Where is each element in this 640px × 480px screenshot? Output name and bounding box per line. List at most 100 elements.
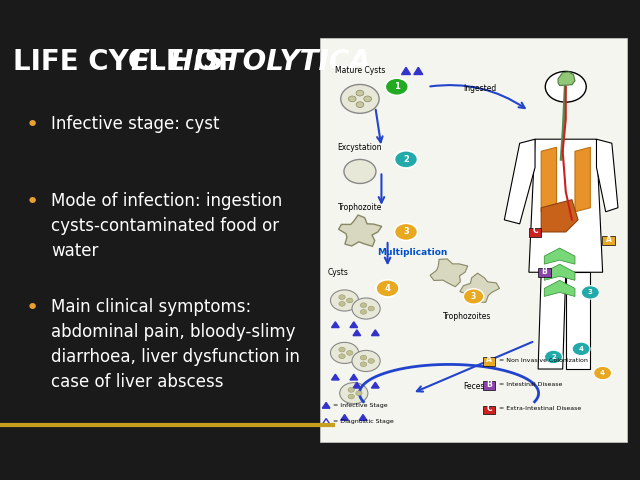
Polygon shape xyxy=(529,139,603,272)
Text: A: A xyxy=(486,356,492,364)
Text: E. HISTOLYTICA: E. HISTOLYTICA xyxy=(131,48,371,76)
Text: 4: 4 xyxy=(600,370,605,376)
Circle shape xyxy=(340,84,379,113)
Circle shape xyxy=(368,306,374,311)
Text: A: A xyxy=(606,235,612,243)
Circle shape xyxy=(348,96,356,102)
Text: 4: 4 xyxy=(385,284,390,293)
Circle shape xyxy=(330,290,358,311)
Polygon shape xyxy=(558,72,575,85)
Polygon shape xyxy=(541,200,578,232)
Polygon shape xyxy=(541,147,557,212)
Text: = Diagnostic Stage: = Diagnostic Stage xyxy=(333,419,394,424)
Circle shape xyxy=(348,394,355,399)
FancyBboxPatch shape xyxy=(483,381,495,390)
Text: Feces: Feces xyxy=(463,382,484,391)
Text: •: • xyxy=(26,192,39,212)
Circle shape xyxy=(368,359,374,363)
Text: B: B xyxy=(486,380,492,389)
Polygon shape xyxy=(350,374,358,380)
Polygon shape xyxy=(332,374,339,380)
Text: Main clinical symptoms:
abdominal pain, bloody-slimy
diarrhoea, liver dysfunctio: Main clinical symptoms: abdominal pain, … xyxy=(51,298,300,391)
Circle shape xyxy=(360,310,367,314)
FancyBboxPatch shape xyxy=(320,38,627,442)
Text: = Intestinal Disease: = Intestinal Disease xyxy=(499,382,563,387)
Polygon shape xyxy=(359,415,367,420)
Polygon shape xyxy=(332,322,339,327)
Text: 2: 2 xyxy=(403,155,409,164)
FancyBboxPatch shape xyxy=(483,357,495,366)
Polygon shape xyxy=(538,272,566,369)
FancyBboxPatch shape xyxy=(483,406,495,414)
Text: Excystation: Excystation xyxy=(338,143,382,152)
Polygon shape xyxy=(353,330,361,336)
Circle shape xyxy=(339,347,345,352)
Circle shape xyxy=(385,78,408,96)
Text: Trophozoite: Trophozoite xyxy=(338,203,382,212)
Polygon shape xyxy=(350,322,358,327)
Text: B: B xyxy=(541,267,547,276)
Circle shape xyxy=(376,280,399,297)
Text: Ingested: Ingested xyxy=(463,84,497,93)
Text: LIFE CYCLE OF: LIFE CYCLE OF xyxy=(13,48,256,76)
Polygon shape xyxy=(371,382,379,388)
Circle shape xyxy=(594,366,612,380)
Polygon shape xyxy=(340,415,348,420)
Text: Mode of infection: ingestion
cysts-contaminated food or
water: Mode of infection: ingestion cysts-conta… xyxy=(51,192,282,260)
Polygon shape xyxy=(371,330,379,336)
Text: 3: 3 xyxy=(588,289,593,295)
Circle shape xyxy=(352,350,380,372)
Polygon shape xyxy=(566,272,590,369)
Circle shape xyxy=(346,298,353,303)
Text: Infective stage: cyst: Infective stage: cyst xyxy=(51,115,220,133)
Text: •: • xyxy=(26,115,39,135)
Circle shape xyxy=(340,383,368,404)
Polygon shape xyxy=(401,67,410,74)
Circle shape xyxy=(339,354,345,359)
Polygon shape xyxy=(353,382,361,388)
Text: 4: 4 xyxy=(579,346,584,352)
Circle shape xyxy=(581,286,599,299)
Polygon shape xyxy=(596,139,618,212)
Text: •: • xyxy=(26,298,39,318)
Circle shape xyxy=(463,289,484,304)
Text: 1: 1 xyxy=(394,82,400,91)
Text: C: C xyxy=(532,227,538,236)
Text: Cysts: Cysts xyxy=(328,268,349,277)
Polygon shape xyxy=(575,147,590,212)
Circle shape xyxy=(356,102,364,108)
Circle shape xyxy=(346,350,353,355)
FancyBboxPatch shape xyxy=(538,268,550,277)
Polygon shape xyxy=(544,264,575,280)
Circle shape xyxy=(356,391,362,396)
Polygon shape xyxy=(339,215,381,246)
Text: 2: 2 xyxy=(551,354,556,360)
Circle shape xyxy=(339,301,345,306)
Circle shape xyxy=(360,362,367,367)
Polygon shape xyxy=(544,248,575,264)
Polygon shape xyxy=(460,273,499,302)
Text: = Non Invasive Colonization: = Non Invasive Colonization xyxy=(499,358,588,362)
Polygon shape xyxy=(414,67,423,74)
Circle shape xyxy=(545,72,586,102)
FancyBboxPatch shape xyxy=(602,236,615,245)
Circle shape xyxy=(360,303,367,308)
Text: = Extra-Intestinal Disease: = Extra-Intestinal Disease xyxy=(499,406,582,411)
Circle shape xyxy=(348,387,355,392)
Text: Multiplication: Multiplication xyxy=(377,248,447,257)
Circle shape xyxy=(394,151,417,168)
Polygon shape xyxy=(544,280,575,297)
Text: 3: 3 xyxy=(403,228,409,237)
Circle shape xyxy=(352,298,380,319)
Text: C: C xyxy=(486,404,492,413)
Circle shape xyxy=(545,350,563,364)
Circle shape xyxy=(572,342,590,356)
Polygon shape xyxy=(430,259,468,287)
Text: Trophozoites: Trophozoites xyxy=(444,312,492,321)
Text: = Infective Stage: = Infective Stage xyxy=(333,403,387,408)
Circle shape xyxy=(330,342,358,363)
Polygon shape xyxy=(323,402,330,408)
Circle shape xyxy=(344,159,376,183)
Circle shape xyxy=(356,90,364,96)
Circle shape xyxy=(360,355,367,360)
